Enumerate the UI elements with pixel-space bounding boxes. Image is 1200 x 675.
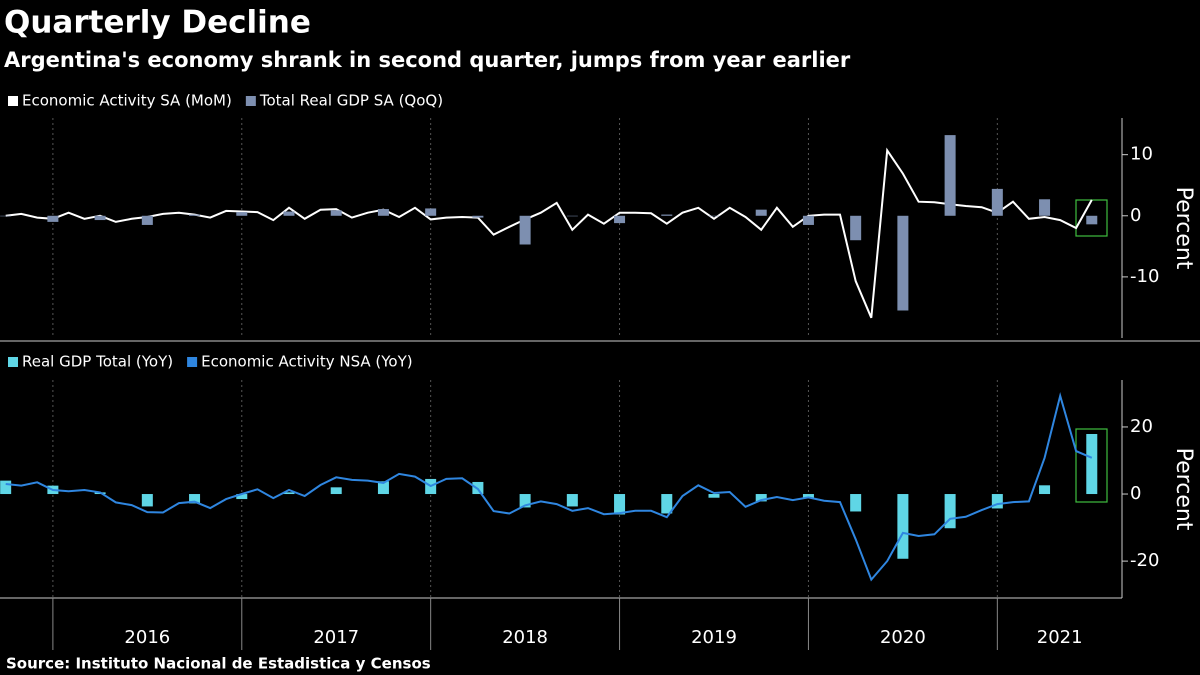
- bar: [944, 135, 956, 216]
- legend-swatch: [187, 357, 198, 367]
- x-tick-label: 2018: [502, 627, 548, 648]
- y-tick-label: 10: [1130, 144, 1153, 165]
- source: Source: Instituto Nacional de Estadistic…: [6, 655, 431, 673]
- bar: [0, 215, 12, 217]
- bar: [802, 215, 814, 225]
- legend-swatch: [8, 357, 18, 367]
- bar: [189, 214, 201, 216]
- bar: [330, 210, 342, 216]
- bar: [614, 494, 626, 515]
- x-tick-label: 2019: [691, 627, 737, 648]
- legend-label: Real GDP Total (YoY): [22, 353, 173, 371]
- bar: [661, 214, 673, 216]
- x-tick-label: 2021: [1037, 627, 1083, 648]
- bar: [283, 492, 295, 495]
- highlight-box: [1075, 428, 1108, 503]
- legend-swatch: [245, 96, 256, 106]
- bar: [802, 494, 814, 498]
- chart-title: Quarterly Decline: [4, 5, 311, 41]
- bar: [991, 188, 1003, 216]
- legend-label: Economic Activity NSA (YoY): [201, 353, 413, 371]
- bar: [566, 494, 578, 507]
- y-axis-label: Percent: [1171, 187, 1196, 270]
- chart-subtitle: Argentina's economy shrank in second qua…: [4, 48, 851, 72]
- bar: [377, 209, 389, 216]
- bar: [377, 481, 389, 495]
- y-tick-label: 0: [1130, 483, 1141, 504]
- bar: [1086, 215, 1098, 225]
- legend-label: Economic Activity SA (MoM): [22, 92, 232, 110]
- y-tick-label: 0: [1130, 205, 1141, 226]
- bar: [897, 215, 909, 311]
- bar: [236, 494, 248, 500]
- x-tick-label: 2020: [880, 627, 926, 648]
- bar: [566, 215, 578, 217]
- y-axis-label: Percent: [1171, 448, 1196, 531]
- bar: [519, 494, 531, 508]
- bar: [708, 215, 720, 217]
- bar: [1086, 433, 1098, 495]
- bar: [0, 480, 12, 495]
- bar: [708, 494, 720, 498]
- bar: [141, 215, 153, 225]
- x-tick-label: 2017: [313, 627, 359, 648]
- bar: [755, 209, 767, 216]
- bar: [897, 494, 909, 559]
- bar: [141, 494, 153, 507]
- bar: [991, 494, 1003, 509]
- bar: [472, 215, 484, 218]
- bar: [944, 494, 956, 529]
- bar: [1039, 199, 1051, 216]
- y-tick-label: 20: [1130, 416, 1153, 437]
- bar: [850, 494, 862, 512]
- bar: [236, 212, 248, 216]
- bar: [850, 215, 862, 241]
- x-tick-label: 2016: [124, 627, 170, 648]
- line: [5, 391, 1093, 582]
- y-tick-label: -20: [1130, 550, 1159, 571]
- bar: [519, 215, 531, 245]
- bar: [614, 215, 626, 224]
- bar: [47, 215, 59, 222]
- bar: [1039, 485, 1051, 495]
- y-tick-label: -10: [1130, 266, 1159, 287]
- legend-swatch: [8, 96, 18, 106]
- legend-label: Total Real GDP SA (QoQ): [259, 92, 443, 110]
- bar: [94, 215, 106, 221]
- line: [5, 147, 1093, 319]
- bar: [330, 487, 342, 495]
- bar: [189, 494, 201, 504]
- bar: [425, 208, 437, 216]
- bar: [661, 494, 673, 514]
- bar: [283, 211, 295, 216]
- bar: [755, 494, 767, 502]
